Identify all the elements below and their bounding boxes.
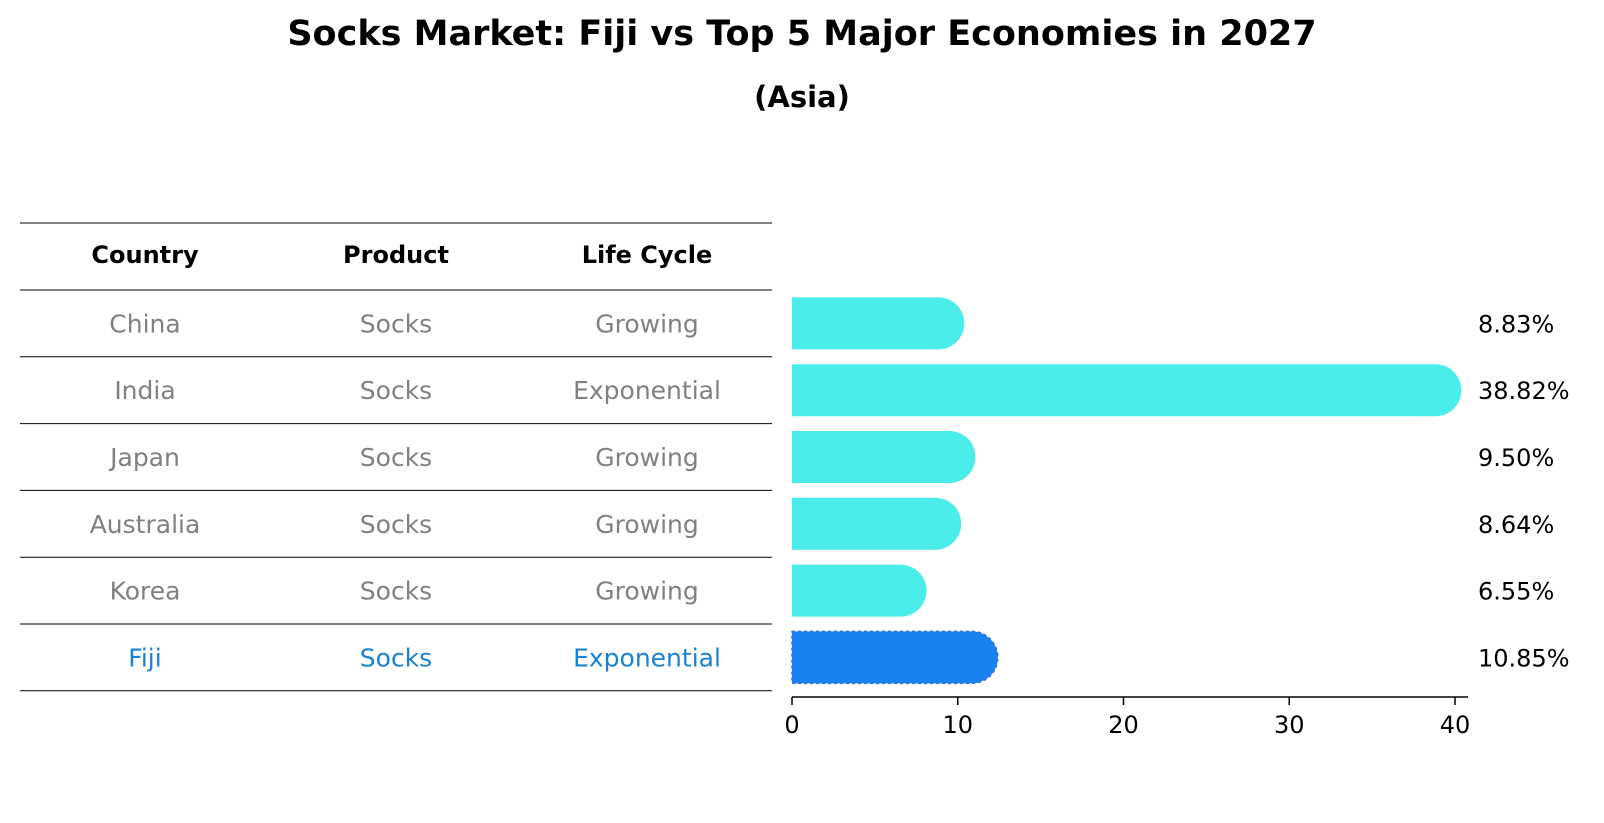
table-cell: Exponential (573, 376, 721, 405)
table-cell: Socks (360, 643, 432, 672)
table-cell: Fiji (128, 643, 161, 672)
chart-subtitle: (Asia) (754, 80, 850, 114)
bar (792, 364, 1462, 417)
table-cell: Australia (90, 510, 201, 539)
table-cell: Growing (595, 443, 699, 472)
bar (792, 497, 962, 550)
x-tick-label: 30 (1274, 711, 1305, 739)
x-tick-label: 0 (784, 711, 799, 739)
bar (792, 431, 976, 483)
x-tick-label: 20 (1108, 711, 1139, 739)
bar-value-label: 6.55% (1478, 578, 1554, 606)
table-cell: Korea (110, 577, 181, 606)
bar (792, 564, 927, 617)
table-cell: Socks (360, 510, 432, 539)
table-cell: Growing (595, 309, 699, 338)
table-header-cell: Product (343, 241, 449, 269)
table-cell: Socks (360, 376, 432, 405)
table-cell: Growing (595, 577, 699, 606)
bar-highlight (791, 630, 999, 685)
table-cell: Socks (360, 577, 432, 606)
table-header-cell: Life Cycle (582, 241, 713, 269)
table-cell: Socks (360, 309, 432, 338)
x-tick-label: 10 (942, 711, 973, 739)
table-cell: Socks (360, 443, 432, 472)
table-cell: Growing (595, 510, 699, 539)
table-header-cell: Country (91, 241, 199, 269)
bar-value-label: 38.82% (1478, 377, 1570, 405)
bar-value-label: 8.83% (1478, 310, 1554, 338)
bar-value-label: 8.64% (1478, 511, 1554, 539)
bar (792, 297, 965, 350)
table-cell: China (109, 309, 180, 338)
x-tick-label: 40 (1440, 711, 1471, 739)
chart-title: Socks Market: Fiji vs Top 5 Major Econom… (287, 14, 1317, 54)
table-cell: Japan (108, 443, 180, 472)
bar-value-label: 10.85% (1478, 644, 1570, 672)
table-cell: India (114, 376, 175, 405)
bar-value-label: 9.50% (1478, 444, 1554, 472)
table-cell: Exponential (573, 643, 721, 672)
